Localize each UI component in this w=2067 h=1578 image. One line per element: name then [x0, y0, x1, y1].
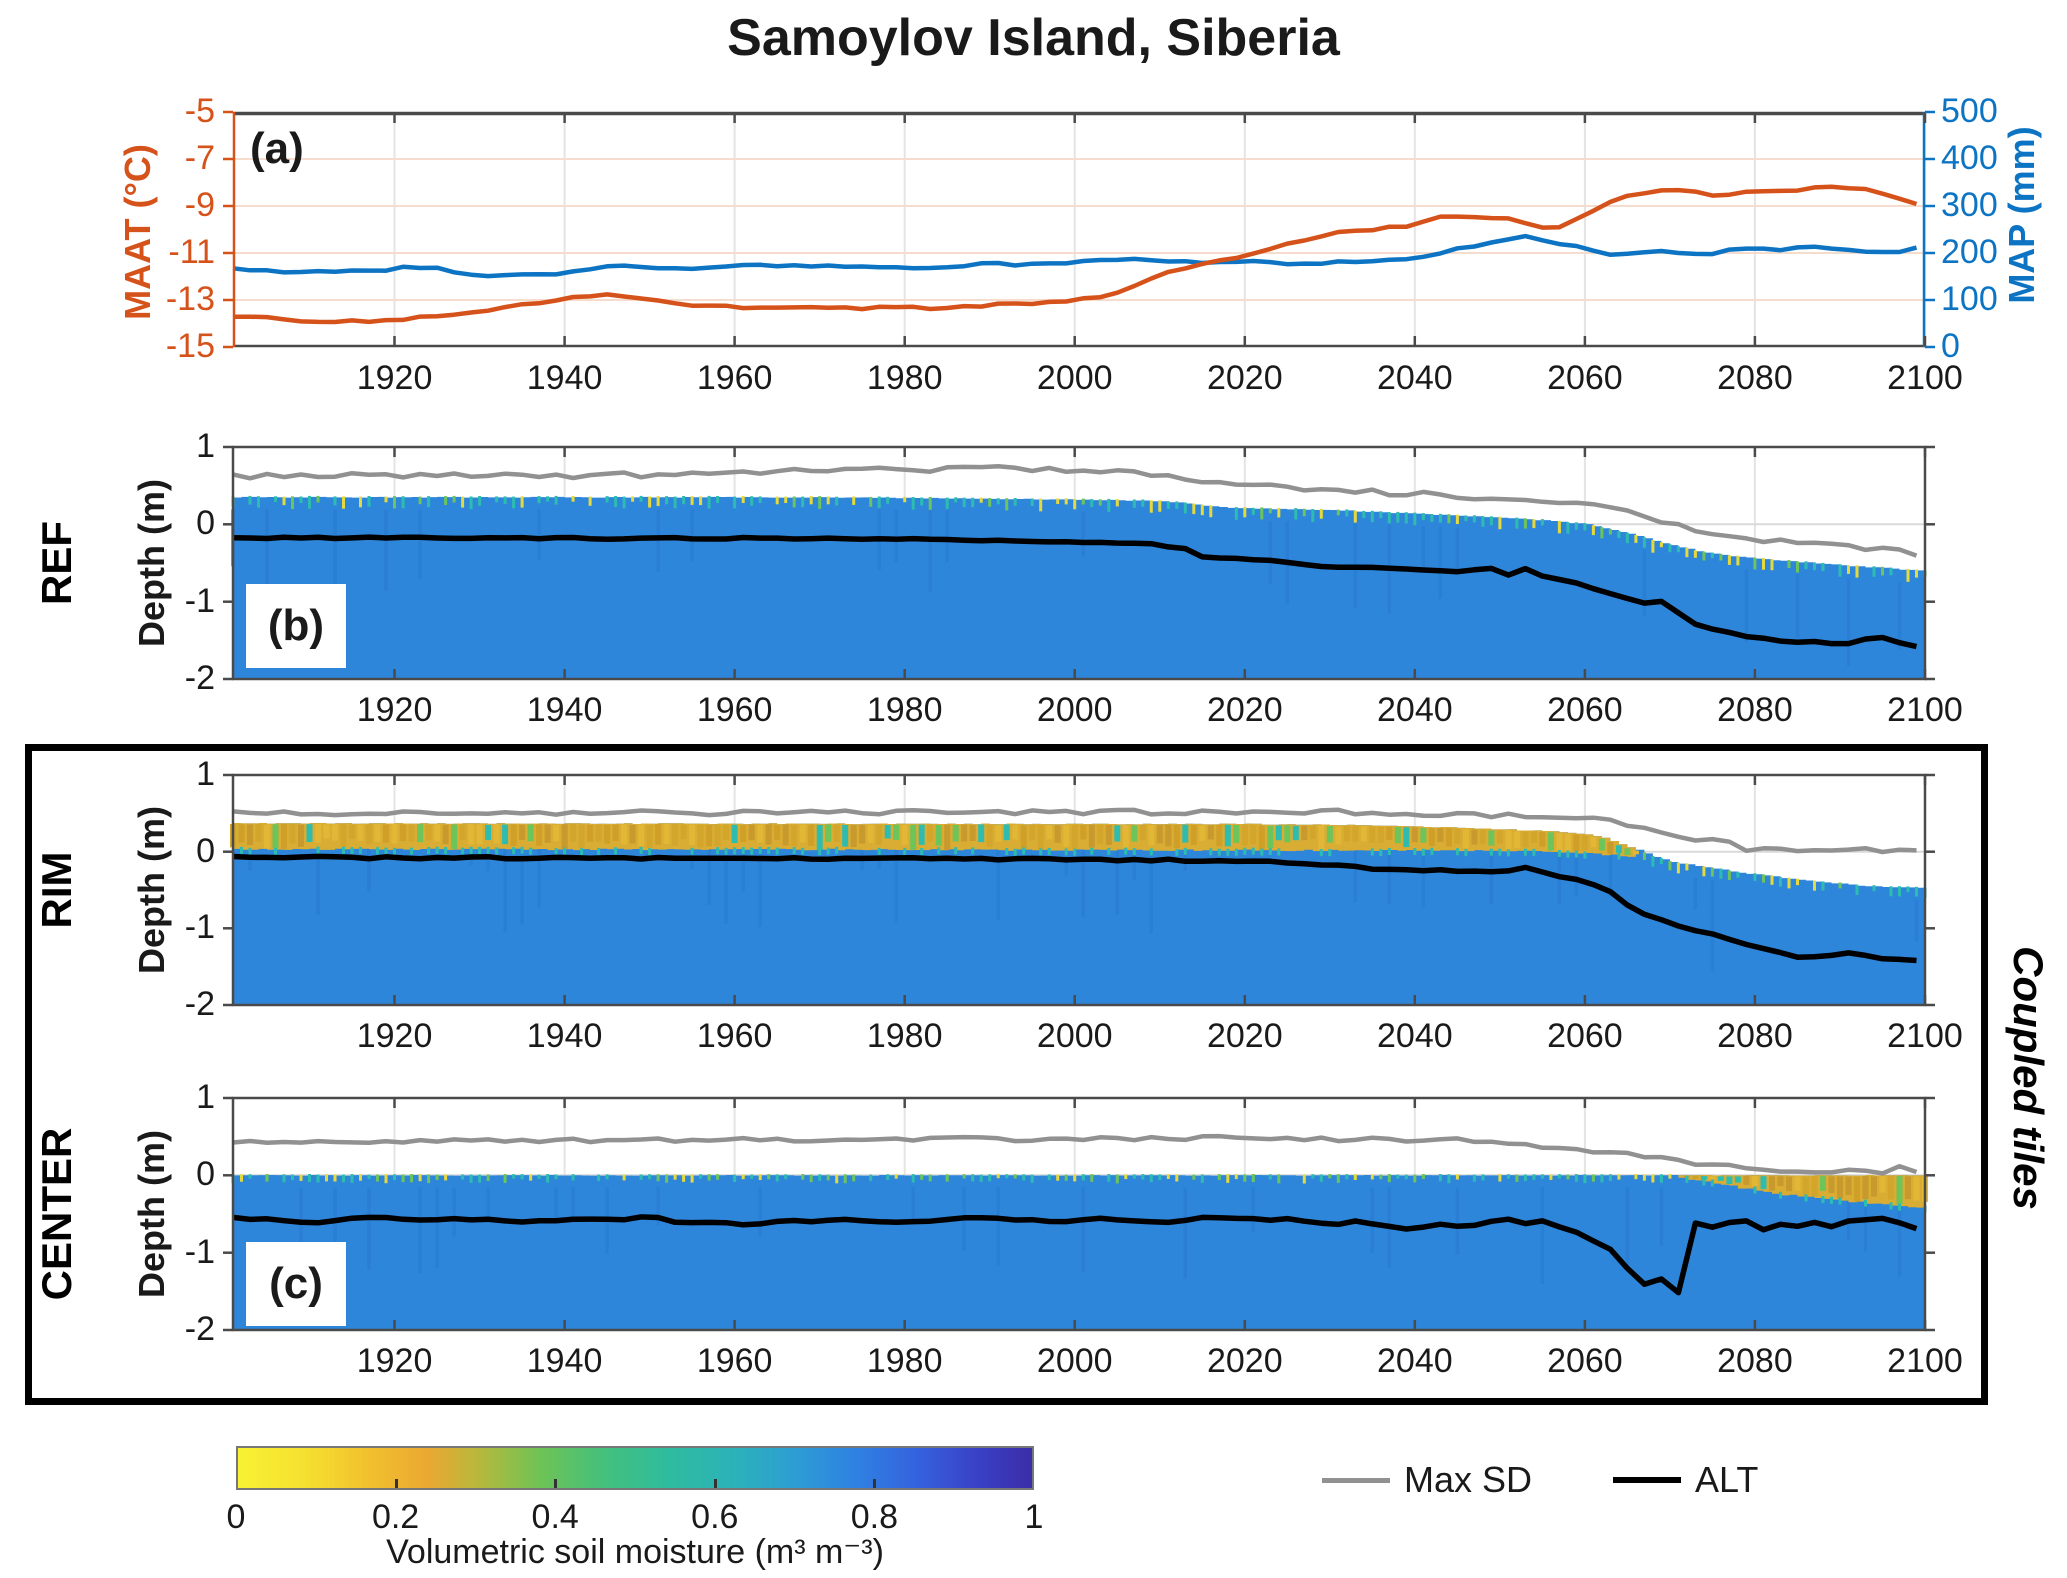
center-y-tick-label: 1 — [196, 1078, 215, 1116]
x-tick-label: 1920 — [356, 359, 433, 397]
panel-b-label: (b) — [246, 584, 346, 668]
center-x-tick-label: 2060 — [1547, 1342, 1623, 1380]
center-x-tick-label: 1980 — [866, 1342, 943, 1380]
colorbar-tick-mark — [394, 1479, 398, 1488]
legend-item-max-sd: Max SD — [1322, 1459, 1533, 1500]
legend-item-alt: ALT — [1613, 1459, 1759, 1500]
maat-tick-label: -13 — [165, 280, 215, 318]
center-y-tick-label: -2 — [184, 1310, 215, 1348]
colorbar-tick-mark — [713, 1479, 717, 1488]
ref-x-tick-label: 1920 — [356, 691, 433, 729]
ref-y-tick-label: -2 — [184, 659, 215, 697]
colorbar-tick-label: 1 — [1024, 1498, 1044, 1536]
maat-tick-label: -9 — [184, 186, 215, 224]
x-tick-label: 2080 — [1717, 359, 1793, 397]
row-label-rim: RIM — [33, 851, 80, 929]
rim-x-tick-label: 2080 — [1717, 1017, 1793, 1055]
rim-y-tick-label: 0 — [196, 831, 215, 870]
coupled-tiles-label: Coupled tiles — [2005, 946, 2052, 1210]
figure-title: Samoylov Island, Siberia — [727, 9, 1340, 67]
center-y-tick-label: 0 — [196, 1155, 215, 1194]
colorbar-tick-label: 0.8 — [850, 1498, 899, 1536]
colorbar-tick-label: 0.4 — [531, 1498, 579, 1536]
map-tick-label: 100 — [1941, 280, 1998, 318]
x-tick-label: 1960 — [696, 359, 773, 397]
center-x-tick-label: 2000 — [1036, 1342, 1113, 1380]
rim-x-tick-label: 2060 — [1547, 1017, 1623, 1055]
x-tick-label: 2020 — [1206, 359, 1283, 397]
colorbar-gradient — [236, 1446, 1034, 1490]
colorbar-tick-label: 0.6 — [691, 1498, 739, 1536]
center-x-tick-label: 1960 — [696, 1342, 773, 1380]
maat-tick-label: -5 — [184, 92, 215, 130]
ref-y-tick-label: 1 — [196, 427, 215, 465]
rim-y-tick-label: -1 — [184, 908, 215, 947]
maat-tick-label: -15 — [165, 327, 215, 365]
panel-rim-canvas — [223, 773, 1935, 1007]
map-tick-label: 500 — [1941, 92, 1998, 130]
ref-x-tick-label: 2100 — [1887, 691, 1963, 729]
ref-x-tick-label: 2000 — [1036, 691, 1113, 729]
legend-alt-label: ALT — [1695, 1459, 1759, 1500]
center-x-tick-label: 2040 — [1377, 1342, 1453, 1380]
x-tick-label: 2000 — [1036, 359, 1113, 397]
panel-climate-canvas — [223, 110, 1935, 349]
center-x-tick-label: 1940 — [526, 1342, 603, 1380]
x-tick-label: 1940 — [526, 359, 603, 397]
center-x-tick-label: 2020 — [1206, 1342, 1283, 1380]
ref-x-tick-label: 2060 — [1547, 691, 1623, 729]
center-x-tick-label: 2080 — [1717, 1342, 1793, 1380]
row-label-center: CENTER — [33, 1127, 80, 1301]
colorbar-tick-mark — [554, 1479, 558, 1488]
rim-x-tick-label: 1980 — [866, 1017, 943, 1055]
x-tick-label: 2040 — [1377, 359, 1453, 397]
map-tick-label: 400 — [1941, 139, 1998, 177]
rim-y-tick-label: 1 — [196, 755, 215, 793]
map-tick-label: 300 — [1941, 186, 1998, 224]
rim-x-tick-label: 2040 — [1377, 1017, 1453, 1055]
ref-x-tick-label: 2020 — [1206, 691, 1283, 729]
x-tick-label: 2060 — [1547, 359, 1623, 397]
alt-line-sample — [1613, 1477, 1681, 1483]
ref-x-tick-label: 2080 — [1717, 691, 1793, 729]
colorbar-tick-mark — [873, 1479, 877, 1488]
coupled-tiles-box — [25, 744, 1988, 1405]
colorbar-tick-label: 0.2 — [371, 1498, 420, 1536]
rim-x-tick-label: 2000 — [1036, 1017, 1113, 1055]
panel-a-label: (a) — [250, 124, 304, 173]
maat-tick-label: -7 — [184, 139, 215, 177]
ref-x-tick-label: 1940 — [526, 691, 603, 729]
rim-x-tick-label: 1940 — [526, 1017, 603, 1055]
colorbar-caption: Volumetric soil moisture (m³ m⁻³) — [386, 1533, 884, 1571]
ref-y-tick-label: -1 — [184, 581, 215, 620]
map-axis-label: MAP (mm) — [2001, 126, 2042, 304]
row-label-ref: REF — [33, 521, 80, 605]
ref-x-tick-label: 2040 — [1377, 691, 1453, 729]
rim-x-tick-label: 1920 — [356, 1017, 433, 1055]
rim-y-tick-label: -2 — [184, 985, 215, 1023]
map-tick-label: 0 — [1941, 327, 1960, 365]
panel-center-canvas — [223, 1096, 1935, 1332]
x-tick-label: 2100 — [1887, 359, 1963, 397]
maat-tick-label: -11 — [168, 233, 215, 271]
map-tick-label: 200 — [1941, 233, 1998, 271]
panel-c-label: (c) — [246, 1242, 346, 1326]
rim-x-tick-label: 2100 — [1887, 1017, 1963, 1055]
ref-x-tick-label: 1960 — [696, 691, 773, 729]
rim-x-tick-label: 2020 — [1206, 1017, 1283, 1055]
center-x-tick-label: 1920 — [356, 1342, 433, 1380]
colorbar-tick-label: 0 — [226, 1498, 246, 1536]
x-tick-label: 1980 — [866, 359, 943, 397]
ref-x-tick-label: 1980 — [866, 691, 943, 729]
ref-y-tick-label: 0 — [196, 504, 215, 543]
center-x-tick-label: 2100 — [1887, 1342, 1963, 1380]
center-y-tick-label: -1 — [184, 1232, 215, 1271]
panel-ref-canvas — [223, 445, 1935, 681]
rim-x-tick-label: 1960 — [696, 1017, 773, 1055]
legend-max-sd-label: Max SD — [1404, 1459, 1533, 1500]
max-sd-line-sample — [1322, 1477, 1390, 1483]
